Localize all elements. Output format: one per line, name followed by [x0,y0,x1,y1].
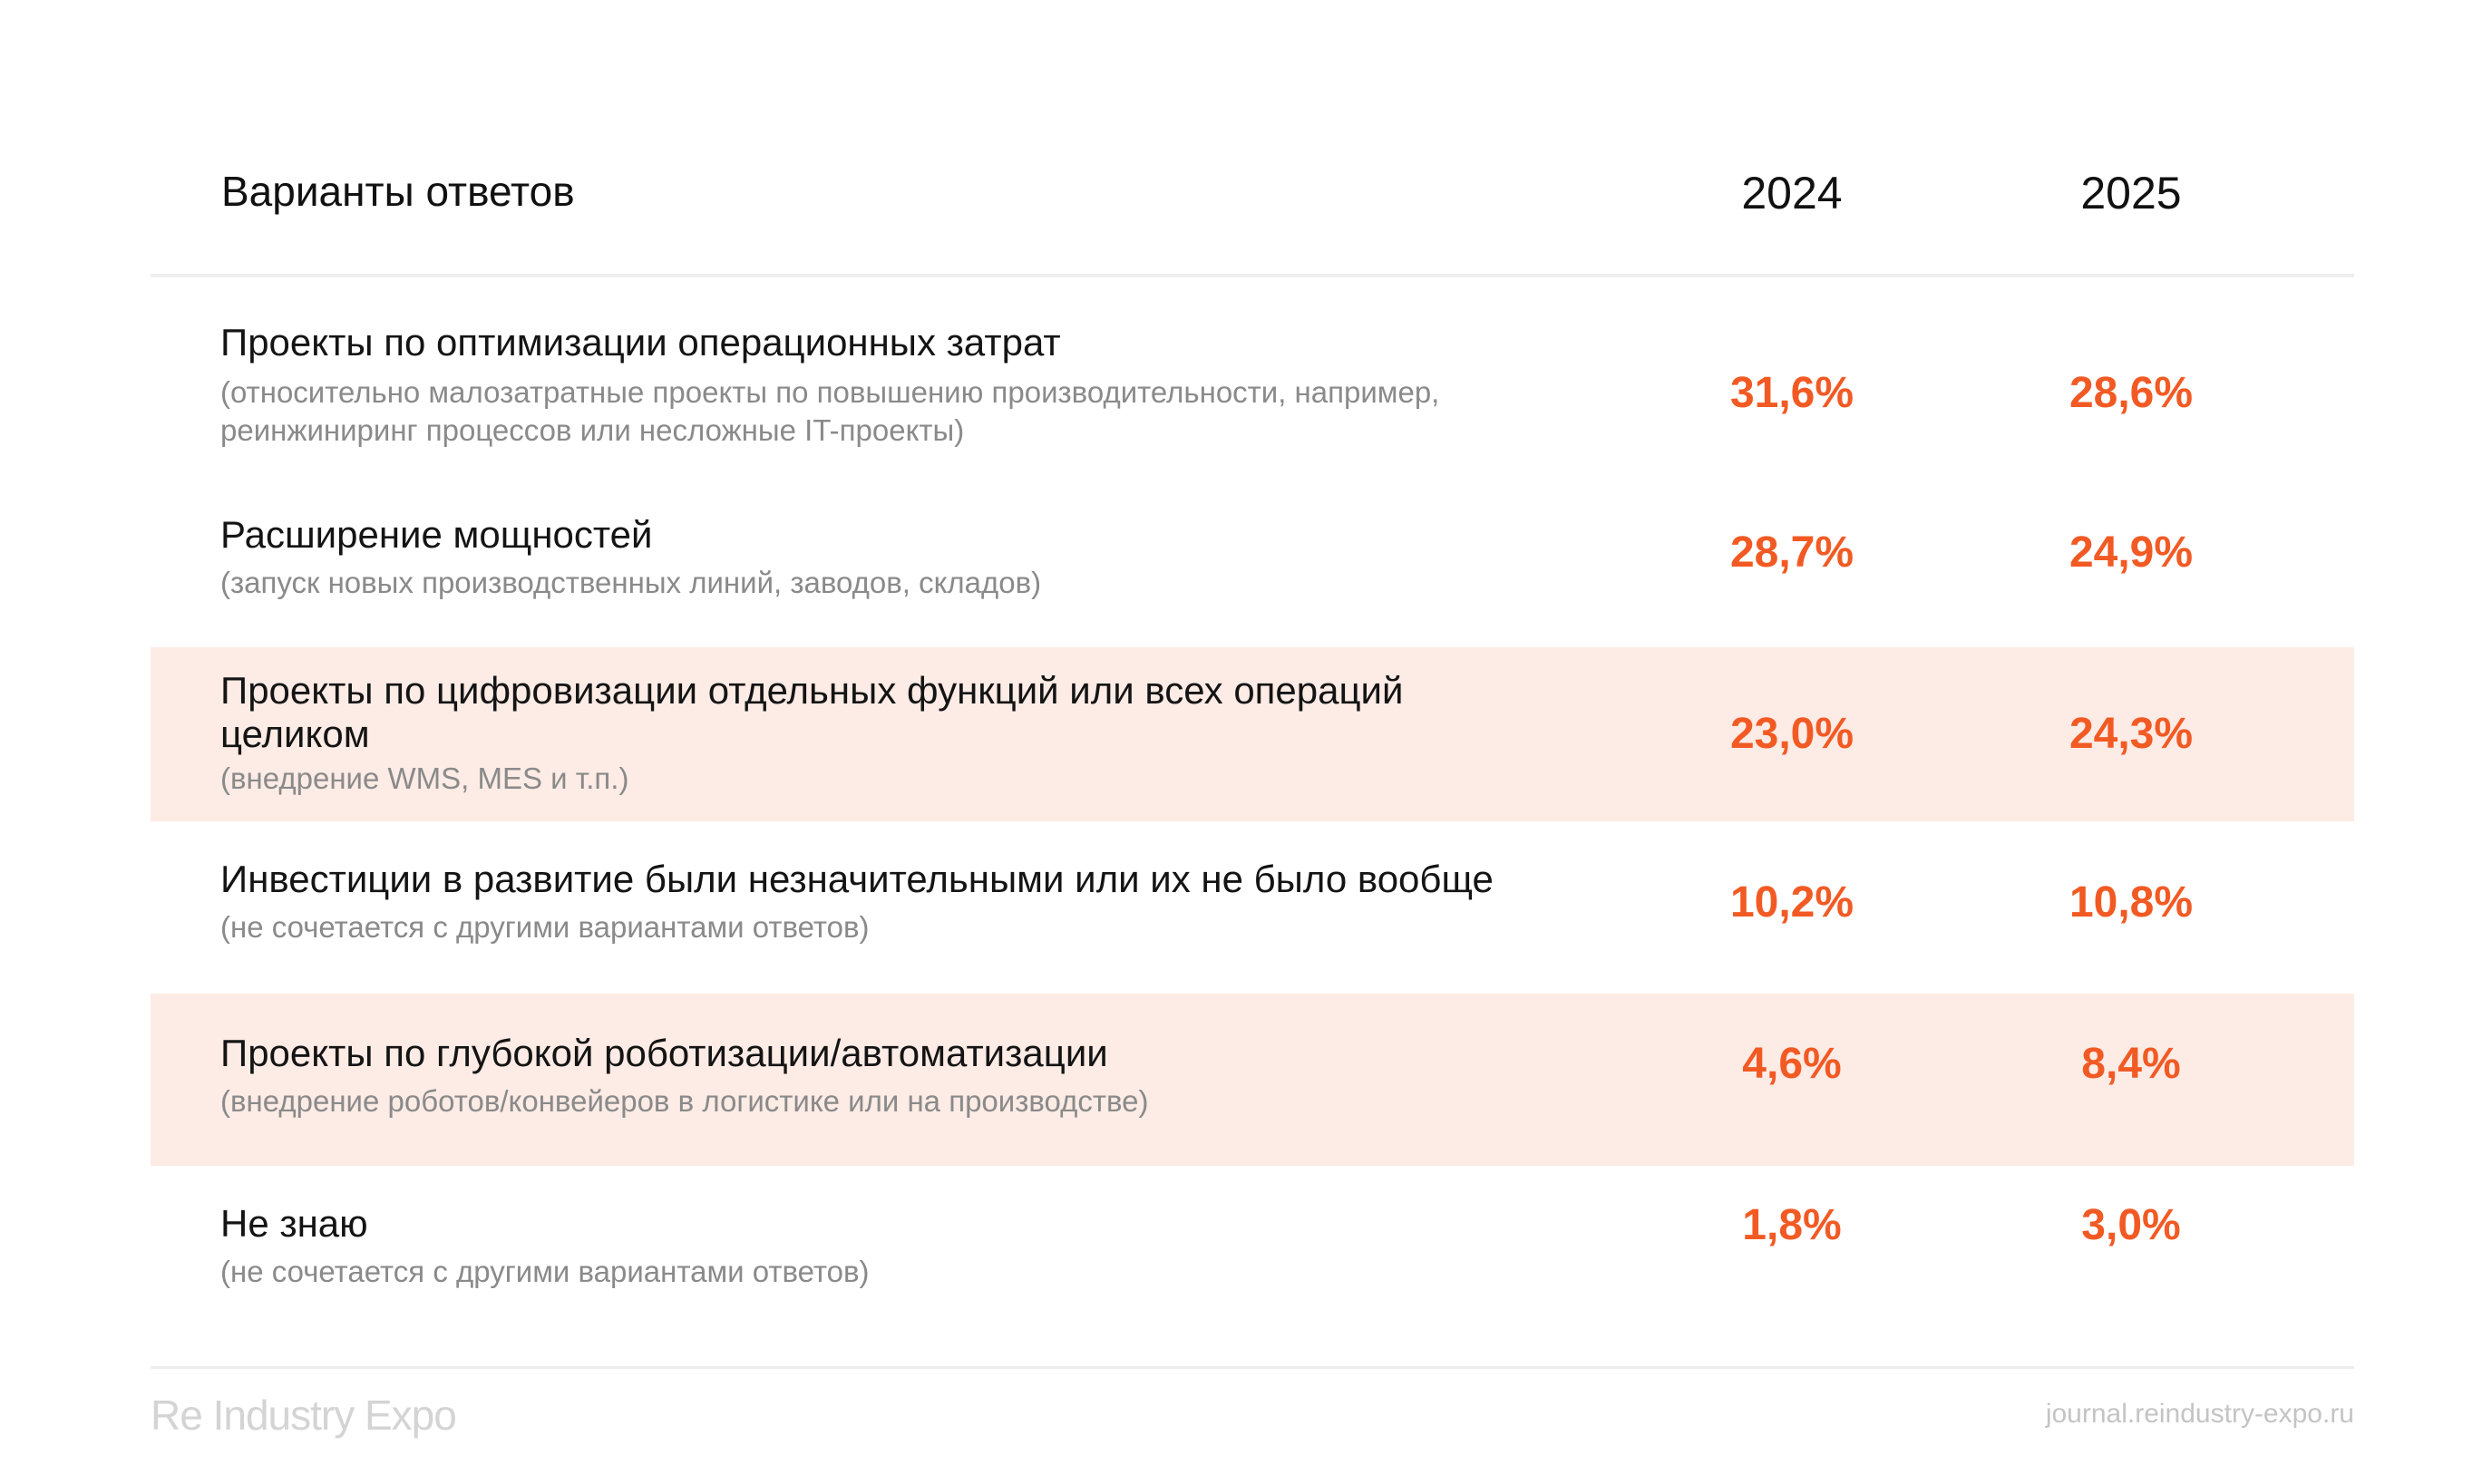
value-2025: 3,0% [2081,1201,2181,1249]
row-title: Не знаю [220,1202,368,1245]
row-title: Проекты по оптимизации операционных затр… [220,321,1061,364]
footer-url[interactable]: journal.reindustry-expo.ru [2045,1399,2354,1429]
header-label: Варианты ответов [221,168,575,215]
value-2024: 1,8% [1742,1201,1842,1249]
row-title: Расширение мощностей [220,513,653,556]
table-row: Проекты по оптимизации операционных затр… [151,277,2354,477]
value-2025: 8,4% [2081,1040,2181,1088]
row-subtitle: (внедрение роботов/конвейеров в логистик… [220,1084,1149,1118]
row-title: Проекты по цифровизации отдельных функци… [220,669,1404,755]
value-2025: 24,3% [2069,710,2194,758]
row-subtitle: (не сочетается с другими вариантами отве… [220,1255,870,1288]
table-row: Не знаю (не сочетается с другими вариант… [151,1166,2354,1338]
value-2024: 23,0% [1729,710,1854,758]
table-row: Инвестиции в развитие были незначительны… [151,821,2354,992]
value-2025: 24,9% [2069,529,2194,577]
value-2024: 31,6% [1729,369,1854,417]
table-row-highlighted: Проекты по цифровизации отдельных функци… [151,647,2354,821]
row-subtitle: (не сочетается с другими вариантами отве… [220,910,870,944]
header-divider [151,274,2354,277]
row-title: Проекты по глубокой роботизации/автомати… [220,1032,1108,1074]
value-2024: 4,6% [1742,1040,1842,1088]
row-subtitle: (запуск новых производственных линий, за… [220,566,1042,599]
table-header: Варианты ответов 2024 2025 [151,154,2354,272]
header-year-2025: 2025 [2080,168,2182,218]
brand-logo: Re Industry Expo [151,1392,457,1439]
value-2025: 28,6% [2069,369,2194,417]
footer-divider [151,1366,2354,1369]
value-2025: 10,8% [2069,878,2194,926]
value-2024: 28,7% [1729,529,1854,577]
header-year-2024: 2024 [1741,168,1843,218]
table-row-highlighted: Проекты по глубокой роботизации/автомати… [151,994,2354,1166]
value-2024: 10,2% [1729,878,1854,926]
row-subtitle: (относительно малозатратные проекты по п… [220,375,1440,447]
row-title: Инвестиции в развитие были незначительны… [220,858,1494,900]
table-row: Расширение мощностей (запуск новых произ… [151,477,2354,647]
row-subtitle: (внедрение WMS, MES и т.п.) [220,761,629,795]
